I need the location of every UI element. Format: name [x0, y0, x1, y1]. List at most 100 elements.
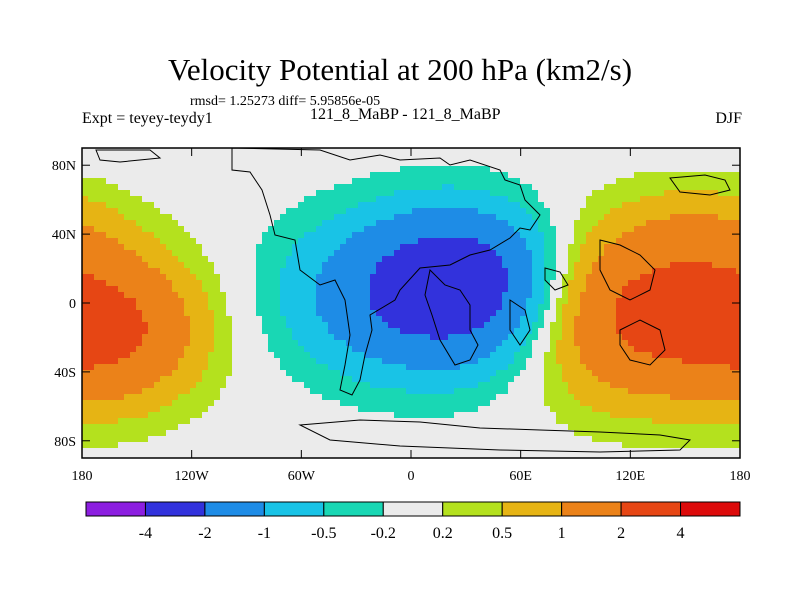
field-cell	[106, 220, 113, 227]
field-cell	[610, 334, 617, 341]
field-cell	[604, 316, 611, 323]
field-cell	[430, 208, 437, 215]
field-cell	[124, 358, 131, 365]
field-cell	[364, 268, 371, 275]
field-cell	[214, 448, 221, 455]
field-cell	[562, 358, 569, 365]
field-cell	[82, 442, 89, 449]
field-cell	[436, 148, 443, 155]
field-cell	[334, 148, 341, 155]
field-cell	[286, 280, 293, 287]
field-cell	[184, 244, 191, 251]
field-cell	[568, 304, 575, 311]
field-cell	[622, 328, 629, 335]
field-cell	[346, 274, 353, 281]
field-cell	[118, 352, 125, 359]
field-cell	[226, 304, 233, 311]
field-cell	[190, 394, 197, 401]
field-cell	[568, 286, 575, 293]
field-cell	[442, 178, 449, 185]
field-cell	[94, 208, 101, 215]
field-cell	[406, 442, 413, 449]
field-cell	[286, 220, 293, 227]
field-cell	[136, 322, 143, 329]
field-cell	[238, 424, 245, 431]
field-cell	[310, 292, 317, 299]
field-cell	[526, 454, 533, 458]
field-cell	[220, 310, 227, 317]
field-cell	[130, 448, 137, 455]
field-cell	[598, 154, 605, 161]
field-cell	[232, 346, 239, 353]
field-cell	[520, 334, 527, 341]
field-cell	[544, 166, 551, 173]
field-cell	[304, 454, 311, 458]
field-cell	[430, 268, 437, 275]
field-cell	[610, 442, 617, 449]
field-cell	[598, 346, 605, 353]
field-cell	[148, 340, 155, 347]
field-cell	[286, 442, 293, 449]
field-cell	[244, 268, 251, 275]
field-cell	[454, 310, 461, 317]
field-cell	[610, 322, 617, 329]
field-cell	[448, 184, 455, 191]
field-cell	[526, 196, 533, 203]
field-cell	[214, 280, 221, 287]
field-cell	[598, 352, 605, 359]
field-cell	[370, 232, 377, 239]
field-cell	[460, 250, 467, 257]
field-cell	[454, 250, 461, 257]
field-cell	[574, 208, 581, 215]
field-cell	[448, 268, 455, 275]
field-cell	[586, 160, 593, 167]
field-cell	[628, 226, 635, 233]
field-cell	[262, 316, 269, 323]
field-cell	[622, 388, 629, 395]
field-cell	[112, 184, 119, 191]
field-cell	[634, 268, 641, 275]
field-cell	[340, 268, 347, 275]
field-cell	[628, 298, 635, 305]
field-cell	[184, 268, 191, 275]
field-cell	[190, 214, 197, 221]
field-cell	[316, 406, 323, 413]
field-cell	[376, 334, 383, 341]
field-cell	[334, 220, 341, 227]
field-cell	[580, 328, 587, 335]
field-cell	[262, 262, 269, 269]
field-cell	[346, 256, 353, 263]
field-cell	[274, 190, 281, 197]
field-cell	[604, 370, 611, 377]
field-cell	[550, 316, 557, 323]
field-cell	[142, 196, 149, 203]
field-cell	[292, 196, 299, 203]
field-cell	[568, 172, 575, 179]
field-cell	[610, 268, 617, 275]
field-cell	[82, 424, 89, 431]
field-cell	[286, 202, 293, 209]
field-cell	[154, 364, 161, 371]
field-cell	[112, 148, 119, 155]
field-cell	[208, 418, 215, 425]
field-cell	[178, 370, 185, 377]
field-cell	[412, 208, 419, 215]
field-cell	[352, 346, 359, 353]
field-cell	[442, 232, 449, 239]
field-cell	[262, 430, 269, 437]
field-cell	[346, 406, 353, 413]
field-cell	[634, 370, 641, 377]
field-cell	[376, 412, 383, 419]
field-cell	[412, 454, 419, 458]
field-cell	[622, 154, 629, 161]
field-cell	[454, 256, 461, 263]
field-cell	[124, 190, 131, 197]
field-cell	[466, 454, 473, 458]
field-cell	[274, 340, 281, 347]
field-cell	[580, 184, 587, 191]
field-cell	[448, 220, 455, 227]
field-cell	[304, 436, 311, 443]
field-cell	[250, 298, 257, 305]
field-cell	[130, 424, 137, 431]
field-cell	[646, 298, 653, 305]
